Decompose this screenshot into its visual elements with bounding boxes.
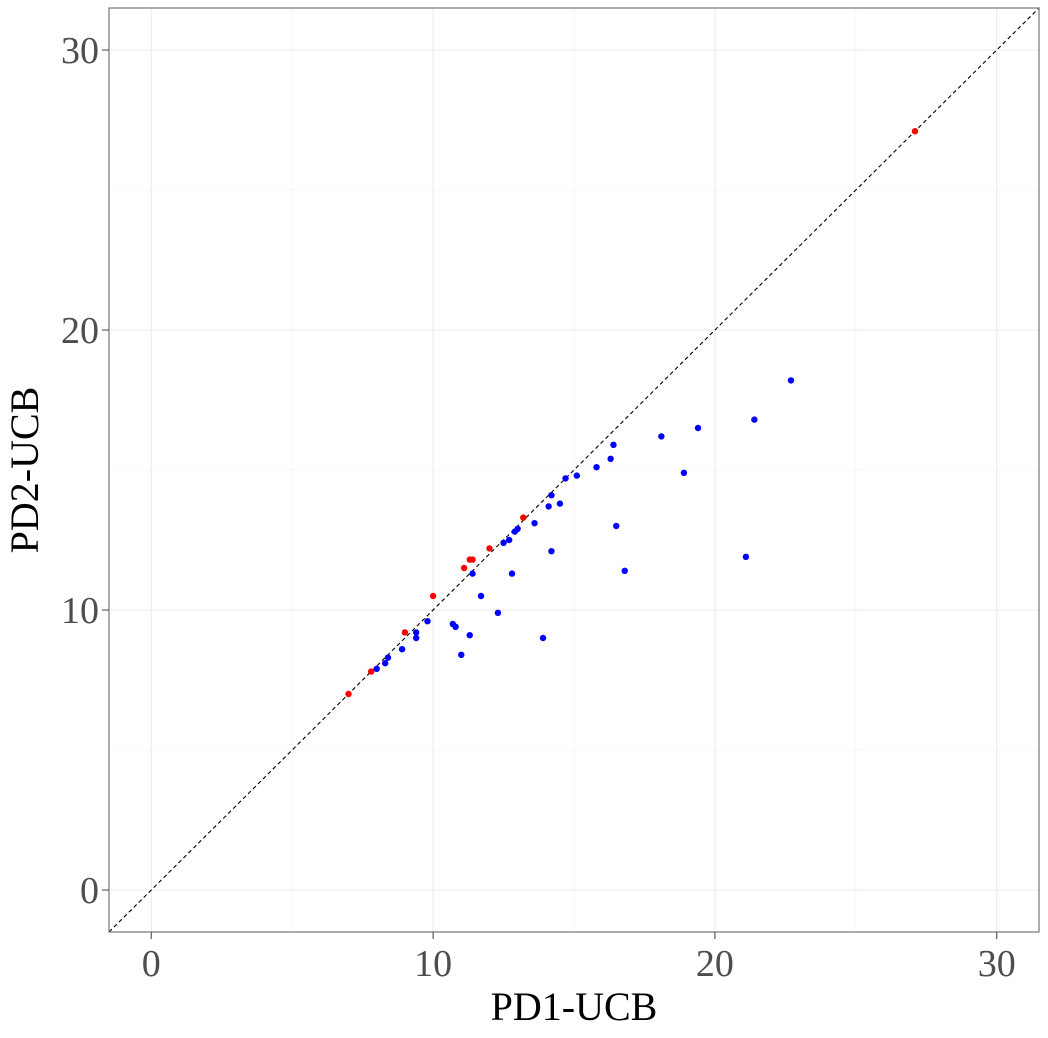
- blue-point: [469, 570, 476, 577]
- blue-point: [373, 665, 380, 672]
- y-tick-label: 0: [80, 870, 99, 912]
- red-point: [345, 690, 352, 698]
- red-point: [911, 128, 919, 135]
- y-axis: 0 10 20 30: [61, 30, 109, 912]
- blue-point: [556, 500, 564, 507]
- blue-point: [658, 433, 665, 440]
- blue-point: [494, 609, 502, 616]
- blue-point: [742, 553, 750, 560]
- blue-point: [548, 548, 555, 555]
- blue-point: [514, 525, 521, 532]
- x-axis-title: PD1-UCB: [491, 984, 658, 1029]
- blue-point: [694, 424, 702, 432]
- blue-point: [613, 522, 620, 530]
- blue-point: [607, 455, 614, 462]
- blue-point: [505, 536, 513, 544]
- blue-point: [466, 632, 473, 639]
- data-points: [345, 128, 919, 698]
- blue-point: [477, 592, 485, 600]
- blue-point: [593, 464, 600, 471]
- y-tick-label: 20: [61, 310, 99, 352]
- blue-point: [381, 660, 389, 667]
- x-tick-label: 10: [414, 943, 452, 985]
- blue-point: [452, 623, 459, 630]
- blue-point: [680, 469, 688, 476]
- blue-point: [573, 472, 581, 479]
- red-point: [469, 556, 476, 563]
- y-tick-label: 10: [61, 590, 99, 632]
- identity-line: [108, 7, 1040, 933]
- blue-point: [458, 651, 465, 658]
- blue-point: [412, 629, 420, 636]
- x-tick-label: 0: [142, 943, 161, 985]
- x-tick-label: 30: [978, 943, 1016, 985]
- blue-point: [539, 634, 547, 642]
- blue-point: [621, 567, 628, 574]
- blue-point: [751, 416, 758, 423]
- blue-point: [508, 570, 516, 577]
- x-axis: 0 10 20 30: [142, 932, 1016, 985]
- blue-point: [398, 646, 406, 653]
- blue-point: [787, 377, 795, 384]
- grid: [109, 8, 1039, 932]
- y-axis-title: PD2-UCB: [2, 387, 47, 554]
- red-point: [460, 564, 468, 572]
- blue-point: [424, 618, 431, 625]
- blue-point: [412, 634, 420, 642]
- panel-border: [108, 7, 1040, 933]
- red-point: [520, 514, 527, 521]
- blue-point: [548, 492, 555, 499]
- red-point: [367, 668, 375, 675]
- blue-point: [531, 520, 538, 527]
- red-point: [429, 592, 437, 600]
- x-tick-label: 20: [696, 943, 734, 985]
- red-point: [401, 629, 409, 636]
- blue-point: [384, 654, 392, 661]
- blue-point: [610, 441, 617, 448]
- y-tick-label: 30: [61, 30, 99, 72]
- blue-point: [545, 503, 552, 510]
- blue-point: [562, 475, 569, 482]
- blue-point: [500, 539, 507, 546]
- reference-line-group: [108, 7, 1040, 933]
- red-point: [486, 545, 493, 552]
